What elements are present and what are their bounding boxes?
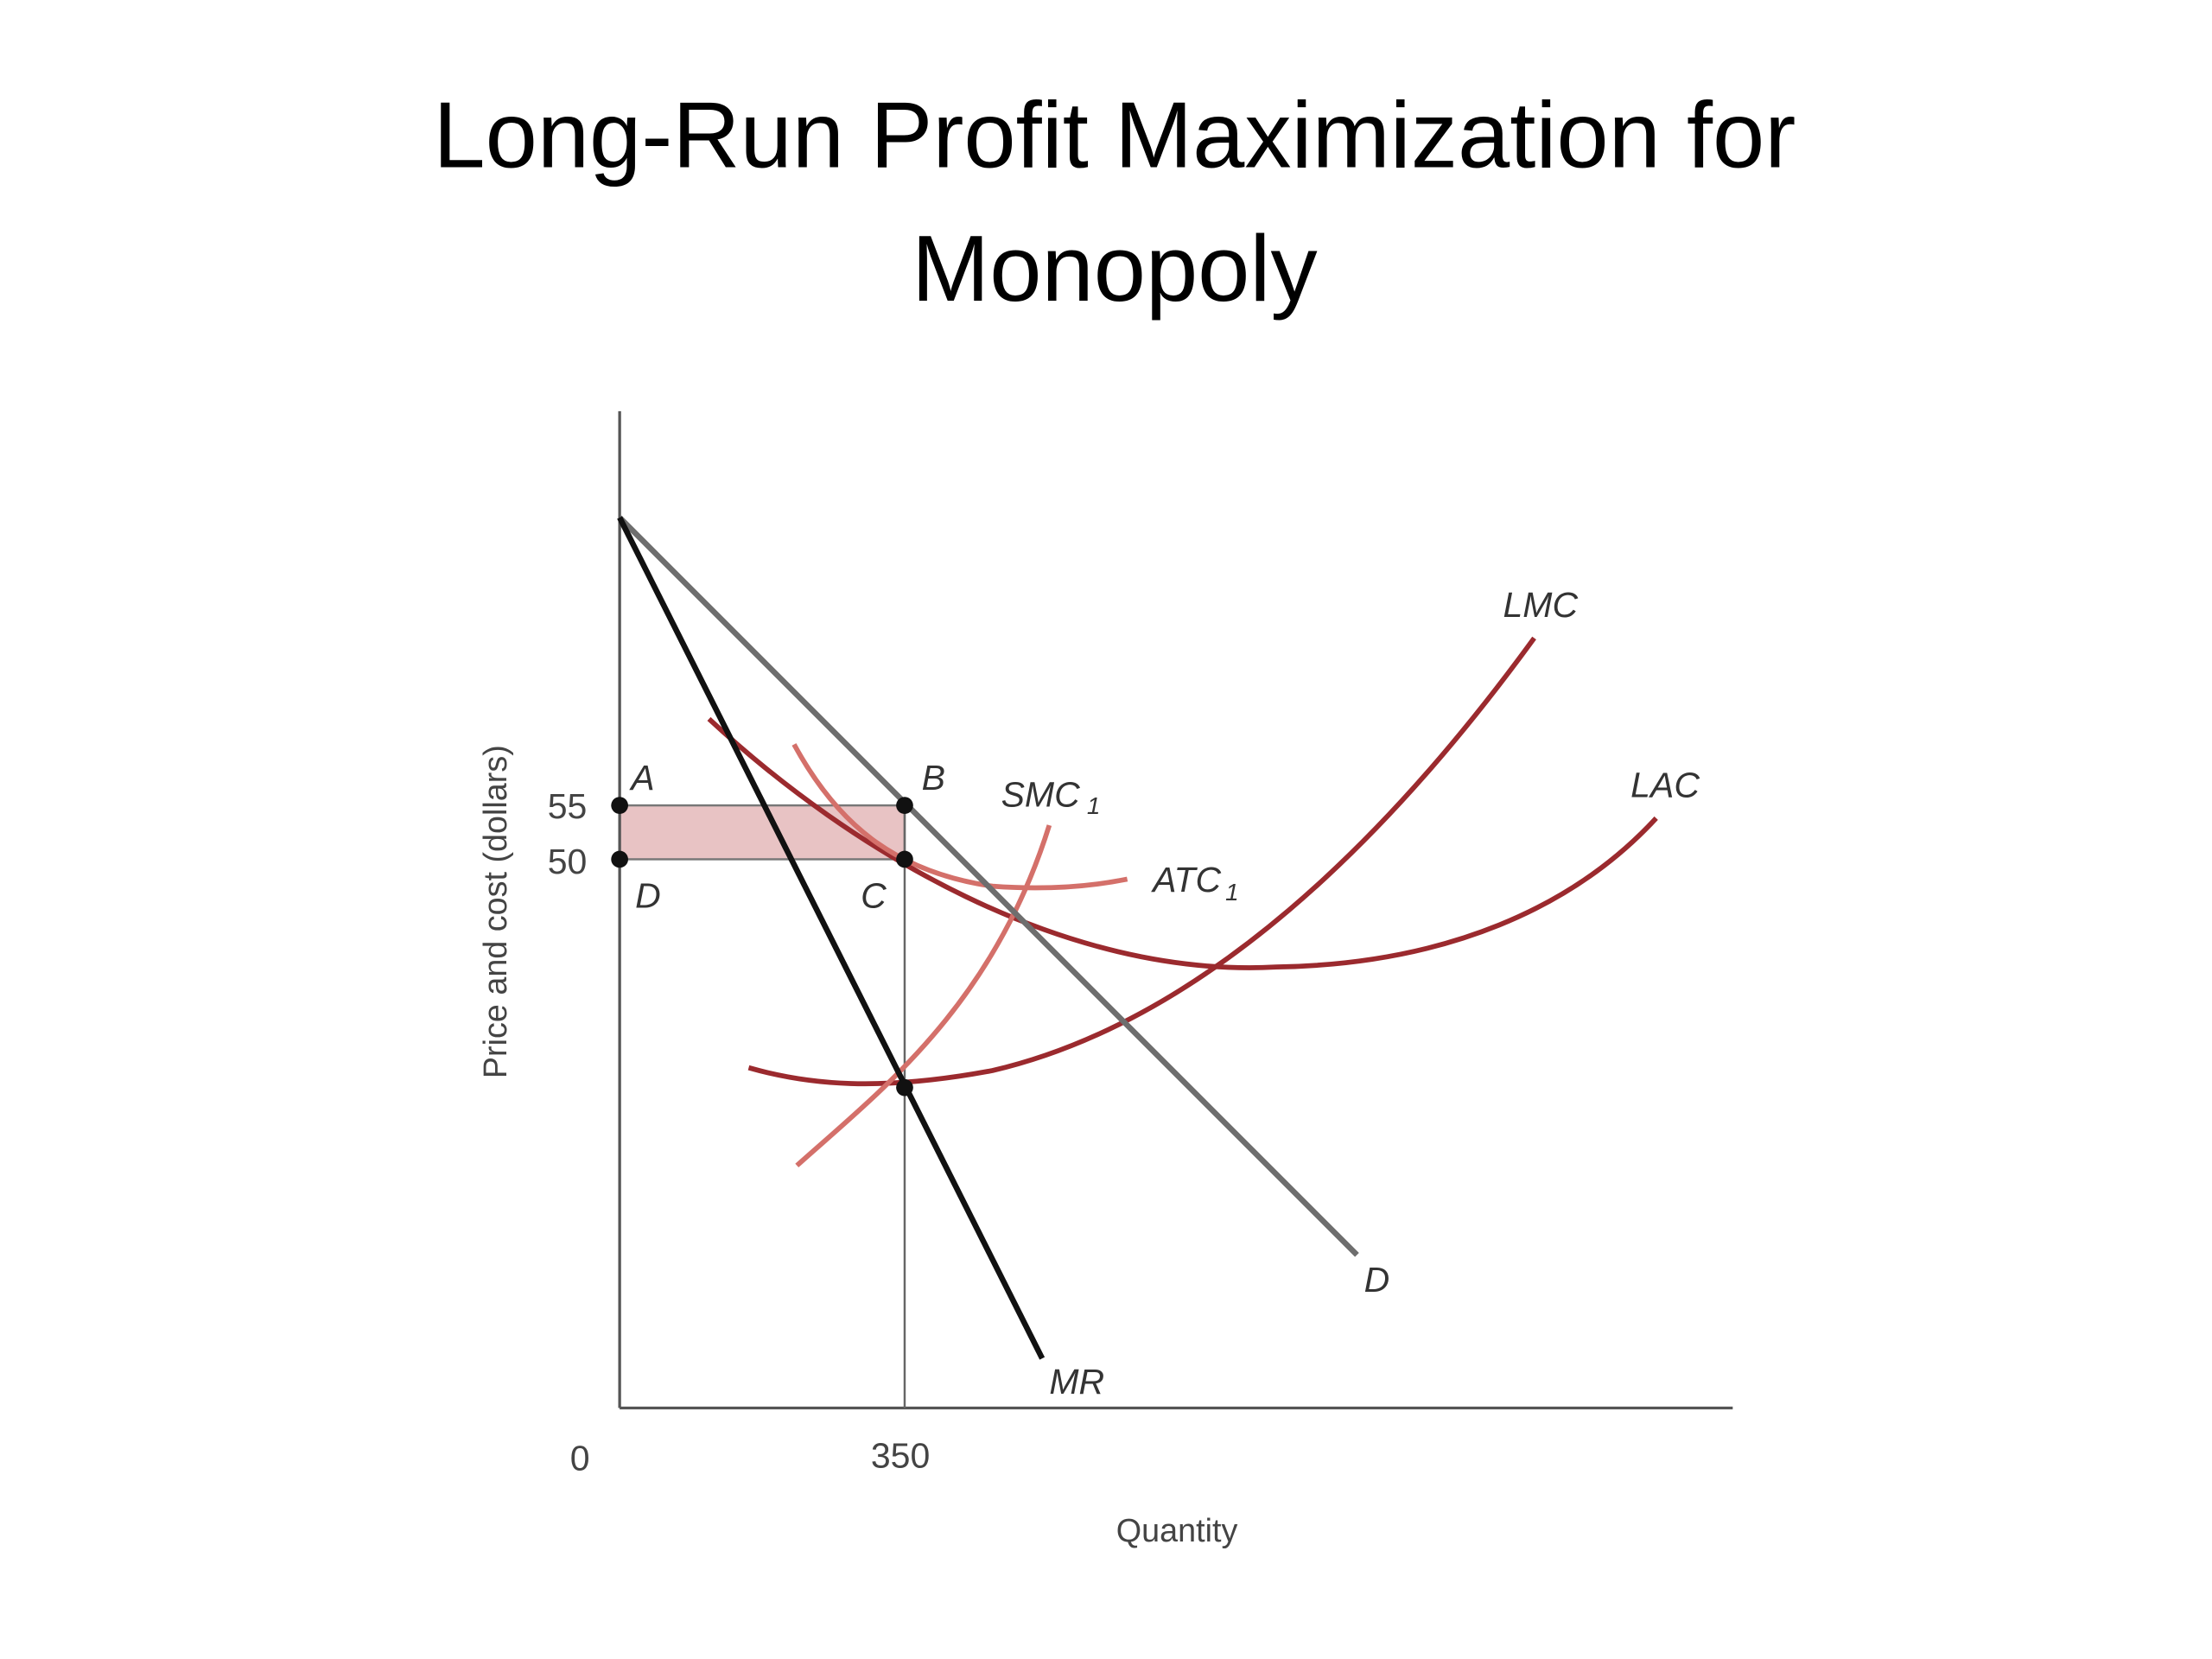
point (896, 850, 913, 868)
y-tick-label: 55 (548, 786, 588, 826)
curve-sub: 1 (1225, 879, 1239, 906)
point (611, 850, 628, 868)
curve-label: MR (1049, 1362, 1104, 1402)
y-axis-title: Price and cost (dollars) (477, 745, 513, 1078)
point-label: A (628, 758, 654, 798)
y-tick-label: 50 (548, 842, 588, 881)
lmc-curve (747, 636, 1536, 1087)
lac-curve (707, 716, 1658, 970)
curve-name: ATC (1150, 860, 1221, 899)
x-axis-title: Quantity (1116, 1512, 1238, 1548)
point (611, 797, 628, 814)
curve-label: LMC (1503, 585, 1578, 625)
atc-curve (791, 743, 1128, 891)
curve-label: LAC (1630, 765, 1700, 804)
point (896, 797, 913, 814)
points (611, 797, 913, 1096)
x-tick-label: 0 (570, 1439, 590, 1478)
x-tick-label: 350 (871, 1435, 930, 1475)
point-label: B (922, 758, 945, 798)
curve-label: SMC 1 (1001, 775, 1101, 819)
curve-sub: 1 (1087, 792, 1101, 819)
point (896, 1078, 913, 1096)
smc-curve (795, 824, 1052, 1168)
mr-line (617, 516, 1046, 1360)
point-label: C (861, 875, 887, 915)
curve-label: ATC 1 (1150, 860, 1238, 906)
title-line: Monopoly (912, 216, 1318, 321)
curve-name: SMC (1001, 775, 1081, 815)
point-label: D (635, 875, 661, 915)
demand-line (617, 515, 1359, 1257)
title-line: Long-Run Profit Maximization for (433, 83, 1796, 188)
curve-label: D (1364, 1260, 1390, 1300)
